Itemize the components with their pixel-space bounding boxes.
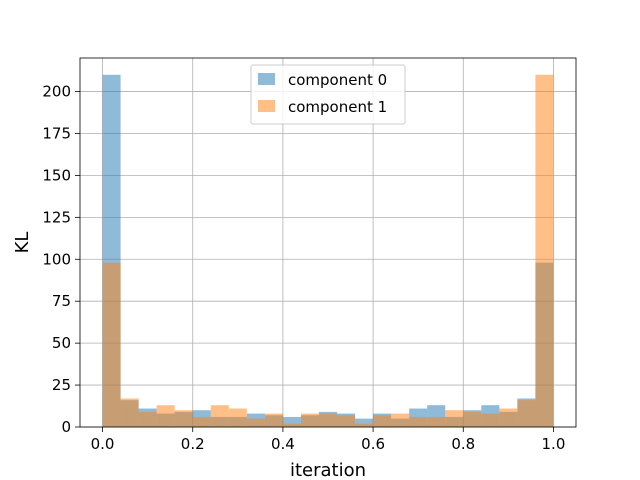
histogram-bar <box>264 413 283 427</box>
legend-label-component-1: component 1 <box>288 98 387 116</box>
histogram-bar <box>246 418 265 427</box>
histogram-bar <box>463 411 482 427</box>
histogram-bar <box>481 413 500 427</box>
series-component-1 <box>102 74 554 427</box>
y-tick-label: 200 <box>42 83 71 101</box>
histogram-bar <box>499 408 518 427</box>
y-tick-label: 25 <box>52 376 71 394</box>
histogram-bar <box>120 398 139 427</box>
histogram-bar <box>300 413 319 427</box>
y-tick-label: 75 <box>52 292 71 310</box>
x-tick-label: 1.0 <box>542 435 566 453</box>
histogram-bar <box>445 410 464 427</box>
x-tick-label: 0.8 <box>451 435 475 453</box>
y-axis-label: KL <box>12 232 33 254</box>
histogram-bar <box>210 405 229 427</box>
histogram-bar <box>373 415 392 427</box>
histogram-bar <box>282 416 301 427</box>
histogram-bar <box>192 416 211 427</box>
histogram-bar <box>337 415 356 427</box>
y-tick-label: 0 <box>61 418 71 436</box>
histogram-bar <box>409 416 428 427</box>
x-tick-label: 0.6 <box>361 435 385 453</box>
x-tick-label: 0.4 <box>271 435 295 453</box>
histogram-bar <box>282 423 301 427</box>
ticks: 0.0 0.2 0.4 0.6 0.8 1.0 0 25 50 75 100 125 150 175 200 <box>42 83 565 453</box>
histogram-bar <box>391 413 410 427</box>
legend-box <box>250 64 406 125</box>
legend-swatch-component-1 <box>258 100 275 112</box>
x-tick-label: 0.0 <box>91 435 115 453</box>
legend-label-component-0: component 0 <box>288 71 387 89</box>
histogram-bar <box>427 416 446 427</box>
y-tick-label: 50 <box>52 334 71 352</box>
legend: component 0 component 1 <box>250 64 406 125</box>
bars <box>102 74 554 427</box>
legend-swatch-component-0 <box>258 73 275 85</box>
y-tick-label: 100 <box>42 250 71 268</box>
histogram-bar <box>355 418 374 427</box>
histogram-bar <box>517 400 536 427</box>
x-axis-label: iteration <box>290 460 366 480</box>
x-tick-label: 0.2 <box>181 435 205 453</box>
y-tick-label: 150 <box>42 166 71 184</box>
histogram-bar <box>102 262 121 427</box>
histogram-bar <box>535 74 554 427</box>
y-tick-label: 125 <box>42 208 71 226</box>
histogram-bar <box>355 423 374 427</box>
histogram-bar <box>318 413 338 427</box>
histogram-bar <box>228 408 247 427</box>
y-tick-label: 175 <box>42 124 71 142</box>
histogram-bar <box>174 410 193 427</box>
histogram-bar <box>138 411 157 427</box>
histogram-bar <box>156 405 175 427</box>
plot-frame <box>79 57 577 428</box>
